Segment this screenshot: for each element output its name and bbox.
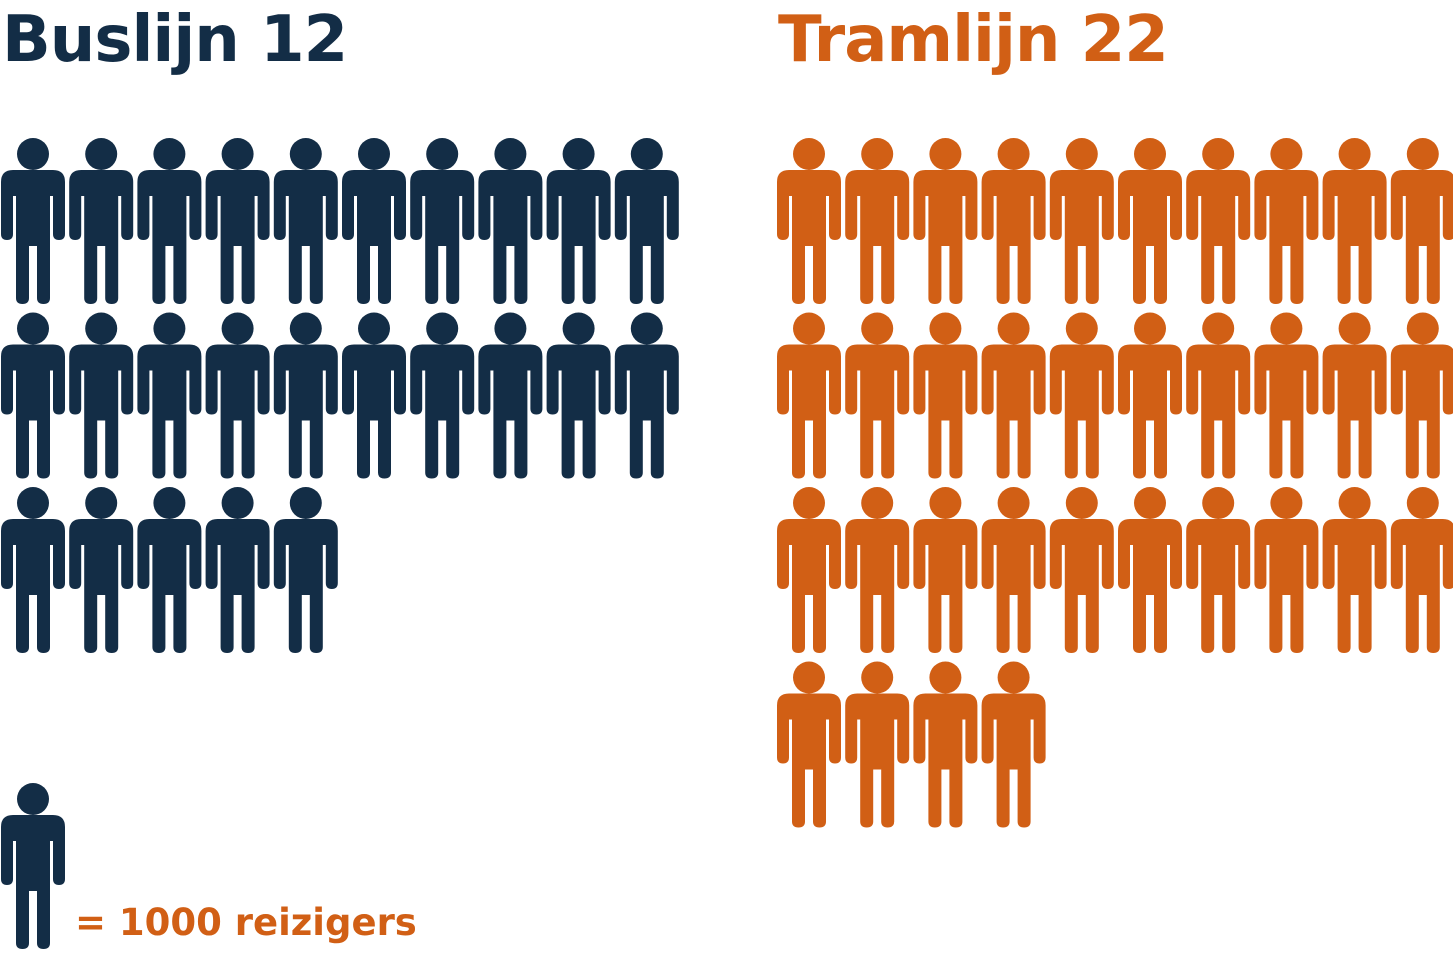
tramlijn-person-icon: [777, 312, 841, 479]
buslijn-person-icon: [410, 312, 475, 479]
tramlijn-person-icon: [845, 312, 910, 479]
buslijn-person-icon: [410, 138, 475, 304]
tramlijn-person-icon: [1118, 312, 1182, 479]
pictogram-buslijn: [1, 138, 679, 653]
buslijn-person-icon: [614, 312, 679, 479]
tramlijn-person-icon: [913, 661, 978, 828]
buslijn-person-icon: [614, 138, 679, 304]
buslijn-person-icon: [69, 312, 134, 479]
tramlijn-person-icon: [981, 487, 1046, 653]
buslijn-person-icon: [342, 312, 406, 479]
tramlijn-person-icon: [777, 487, 841, 653]
legend-label: = 1000 reizigers: [75, 901, 417, 944]
legend-person-glyph: [1, 783, 65, 949]
tramlijn-person-icon: [981, 312, 1046, 479]
tramlijn-person-icon: [777, 138, 841, 304]
buslijn-person-icon: [1, 312, 65, 479]
tramlijn-person-icon: [913, 487, 978, 653]
buslijn-person-icon: [546, 312, 611, 479]
tramlijn-person-icon: [1118, 487, 1182, 653]
buslijn-person-icon: [546, 138, 611, 304]
tramlijn-person-icon: [981, 661, 1046, 828]
buslijn-person-icon: [1, 138, 65, 304]
buslijn-person-icon: [205, 487, 270, 653]
tramlijn-person-icon: [1322, 312, 1387, 479]
tramlijn-person-icon: [1390, 138, 1453, 304]
buslijn-person-icon: [137, 487, 202, 653]
buslijn-person-icon: [273, 487, 338, 653]
chart-title-buslijn: Buslijn 12: [2, 3, 348, 77]
buslijn-person-icon: [137, 312, 202, 479]
tramlijn-person-icon: [1322, 138, 1387, 304]
tramlijn-person-icon: [1118, 138, 1182, 304]
tramlijn-person-icon: [845, 138, 910, 304]
buslijn-person-icon: [342, 138, 406, 304]
tramlijn-person-icon: [1322, 487, 1387, 653]
tramlijn-person-icon: [1186, 138, 1251, 304]
buslijn-person-icon: [478, 138, 543, 304]
tramlijn-person-icon: [1186, 312, 1251, 479]
chart-title-tramlijn: Tramlijn 22: [778, 3, 1169, 77]
tramlijn-person-icon: [1049, 487, 1114, 653]
tramlijn-person-icon: [1049, 138, 1114, 304]
tramlijn-person-icon: [1254, 138, 1319, 304]
buslijn-person-icon: [205, 312, 270, 479]
tramlijn-person-icon: [1254, 487, 1319, 653]
buslijn-person-icon: [69, 487, 134, 653]
tramlijn-person-icon: [913, 312, 978, 479]
buslijn-person-icon: [205, 138, 270, 304]
tramlijn-person-icon: [845, 661, 910, 828]
buslijn-person-icon: [137, 138, 202, 304]
legend-person-icon: [1, 783, 65, 949]
buslijn-person-icon: [478, 312, 543, 479]
tramlijn-person-icon: [1390, 312, 1453, 479]
tramlijn-person-icon: [1390, 487, 1453, 653]
tramlijn-person-icon: [845, 487, 910, 653]
buslijn-person-icon: [273, 138, 338, 304]
tramlijn-person-icon: [1186, 487, 1251, 653]
pictogram-tramlijn: [777, 138, 1453, 828]
tramlijn-person-icon: [777, 661, 841, 828]
buslijn-person-icon: [69, 138, 134, 304]
tramlijn-person-icon: [1254, 312, 1319, 479]
tramlijn-person-icon: [1049, 312, 1114, 479]
buslijn-person-icon: [1, 487, 65, 653]
tramlijn-person-icon: [913, 138, 978, 304]
buslijn-person-icon: [273, 312, 338, 479]
tramlijn-person-icon: [981, 138, 1046, 304]
